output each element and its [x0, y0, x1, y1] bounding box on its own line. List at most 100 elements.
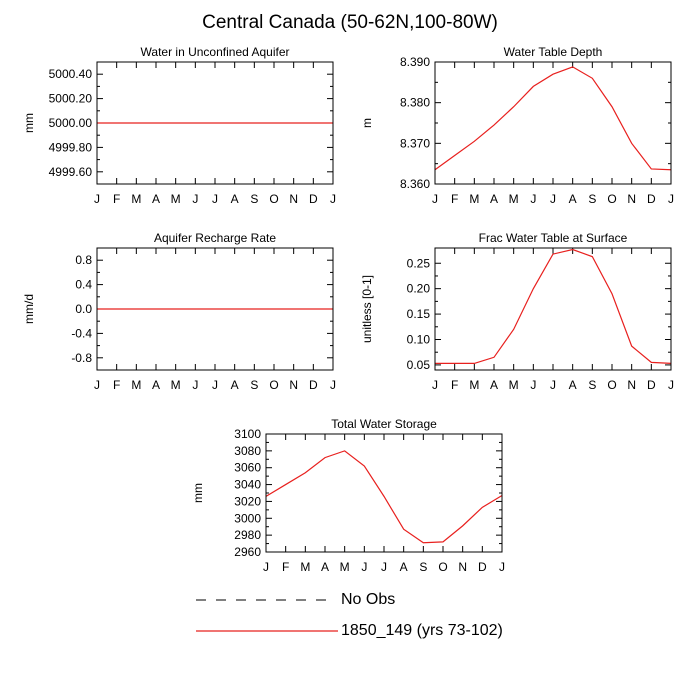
water-table-depth-xtick-label: M [469, 192, 479, 206]
water-in-unconfined-aquifer-xtick-label: A [231, 192, 239, 206]
total-water-storage-ytick-label: 3060 [234, 461, 261, 475]
total-water-storage-ytick-label: 3100 [234, 427, 261, 441]
frac-water-table-title: Frac Water Table at Surface [479, 231, 628, 245]
total-water-storage-title: Total Water Storage [331, 417, 437, 431]
total-water-storage-xtick-label: S [419, 560, 427, 574]
frac-water-table-xtick-label: J [530, 378, 536, 392]
total-water-storage-plot-frame [265, 433, 503, 553]
frac-water-table-xtick-label: J [432, 378, 438, 392]
water-in-unconfined-aquifer-xtick-label: M [131, 192, 141, 206]
aquifer-recharge-rate-xtick-label: N [289, 378, 298, 392]
water-in-unconfined-aquifer-xtick-label: F [113, 192, 120, 206]
total-water-storage-xtick-label: O [438, 560, 447, 574]
aquifer-recharge-rate-xtick-label: A [231, 378, 239, 392]
water-table-depth-xtick-label: J [668, 192, 674, 206]
total-water-storage-xtick-label: D [478, 560, 487, 574]
frac-water-table-xtick-label: A [490, 378, 498, 392]
aquifer-recharge-rate-xtick-label: S [250, 378, 258, 392]
water-in-unconfined-aquifer-xtick-label: A [152, 192, 160, 206]
frac-water-table-ytick-label: 0.10 [407, 333, 431, 347]
water-table-depth-xtick-label: F [451, 192, 458, 206]
frac-water-table-ytick-label: 0.15 [407, 307, 431, 321]
frac-water-table-xtick-label: D [647, 378, 656, 392]
water-in-unconfined-aquifer-xtick-label: J [212, 192, 218, 206]
water-table-depth-ytick-label: 8.370 [400, 136, 430, 150]
water-in-unconfined-aquifer-xtick-label: N [289, 192, 298, 206]
water-table-depth-ytick-label: 8.380 [400, 96, 430, 110]
water-in-unconfined-aquifer-xtick-label: J [192, 192, 198, 206]
total-water-storage-ytick-label: 2980 [234, 528, 261, 542]
frac-water-table-xtick-label: S [588, 378, 596, 392]
aquifer-recharge-rate-plot-frame [96, 247, 334, 371]
total-water-storage-xtick-label: A [321, 560, 329, 574]
legend-obs-label: No Obs [341, 591, 396, 608]
frac-water-table-xtick-label: M [469, 378, 479, 392]
total-water-storage-xtick-label: F [282, 560, 289, 574]
water-table-depth-xtick-label: O [607, 192, 616, 206]
total-water-storage-xtick-label: J [263, 560, 269, 574]
water-table-depth-xtick-label: M [509, 192, 519, 206]
aquifer-recharge-rate-xtick-label: J [192, 378, 198, 392]
water-table-depth-xtick-label: A [569, 192, 577, 206]
aquifer-recharge-rate-title: Aquifer Recharge Rate [154, 231, 276, 245]
total-water-storage-ytick-label: 3040 [234, 478, 261, 492]
water-table-depth-xtick-label: N [627, 192, 636, 206]
water-in-unconfined-aquifer-xtick-label: J [330, 192, 336, 206]
frac-water-table-xtick-label: J [550, 378, 556, 392]
aquifer-recharge-rate-xtick-label: D [309, 378, 318, 392]
total-water-storage-xtick-label: J [499, 560, 505, 574]
total-water-storage-xtick-label: A [400, 560, 408, 574]
aquifer-recharge-rate-xtick-label: M [131, 378, 141, 392]
water-table-depth-ytick-label: 8.360 [400, 177, 430, 191]
aquifer-recharge-rate-ytick-label: 0.4 [75, 278, 92, 292]
aquifer-recharge-rate-xtick-label: J [212, 378, 218, 392]
total-water-storage-xtick-label: J [361, 560, 367, 574]
water-in-unconfined-aquifer-xtick-label: D [309, 192, 318, 206]
water-in-unconfined-aquifer-ytick-label: 5000.00 [49, 116, 93, 130]
total-water-storage-xtick-label: J [381, 560, 387, 574]
water-table-depth-xtick-label: A [490, 192, 498, 206]
water-table-depth-ytick-label: 8.390 [400, 55, 430, 69]
water-in-unconfined-aquifer-xtick-label: O [269, 192, 278, 206]
total-water-storage-ytick-label: 3000 [234, 511, 261, 525]
water-table-depth-xtick-label: J [550, 192, 556, 206]
total-water-storage-xtick-label: M [300, 560, 310, 574]
aquifer-recharge-rate-xtick-label: F [113, 378, 120, 392]
legend-model-label: 1850_149 (yrs 73-102) [341, 622, 503, 639]
total-water-storage-ytick-label: 2960 [234, 545, 261, 559]
water-table-depth-xtick-label: D [647, 192, 656, 206]
total-water-storage-series-line [265, 450, 503, 544]
frac-water-table-ytick-label: 0.20 [407, 282, 431, 296]
frac-water-table-xtick-label: M [509, 378, 519, 392]
total-water-storage-ylabel: mm [191, 483, 205, 503]
water-in-unconfined-aquifer-xtick-label: M [171, 192, 181, 206]
water-in-unconfined-aquifer-xtick-label: J [94, 192, 100, 206]
total-water-storage-xtick-label: M [340, 560, 350, 574]
water-table-depth-series-line [434, 66, 672, 171]
water-in-unconfined-aquifer-ytick-label: 4999.60 [49, 165, 93, 179]
aquifer-recharge-rate-xtick-label: M [171, 378, 181, 392]
frac-water-table-xtick-label: J [668, 378, 674, 392]
frac-water-table-xtick-label: N [627, 378, 636, 392]
aquifer-recharge-rate-ytick-label: 0.8 [75, 253, 92, 267]
water-table-depth-ylabel: m [360, 118, 374, 128]
frac-water-table-ytick-label: 0.25 [407, 256, 431, 270]
water-in-unconfined-aquifer-ytick-label: 5000.40 [49, 67, 93, 81]
frac-water-table-series-line [435, 248, 672, 364]
aquifer-recharge-rate-ylabel: mm/d [22, 294, 36, 324]
water-in-unconfined-aquifer-ylabel: mm [22, 113, 36, 133]
total-water-storage-xtick-label: N [458, 560, 467, 574]
water-table-depth-title: Water Table Depth [504, 45, 603, 59]
frac-water-table-ytick-label: 0.05 [407, 358, 431, 372]
aquifer-recharge-rate-xtick-label: A [152, 378, 160, 392]
total-water-storage-ytick-label: 3080 [234, 444, 261, 458]
water-in-unconfined-aquifer-ytick-label: 4999.80 [49, 140, 93, 154]
main-title: Central Canada (50-62N,100-80W) [202, 12, 498, 33]
frac-water-table-ylabel: unitless [0-1] [360, 275, 374, 343]
